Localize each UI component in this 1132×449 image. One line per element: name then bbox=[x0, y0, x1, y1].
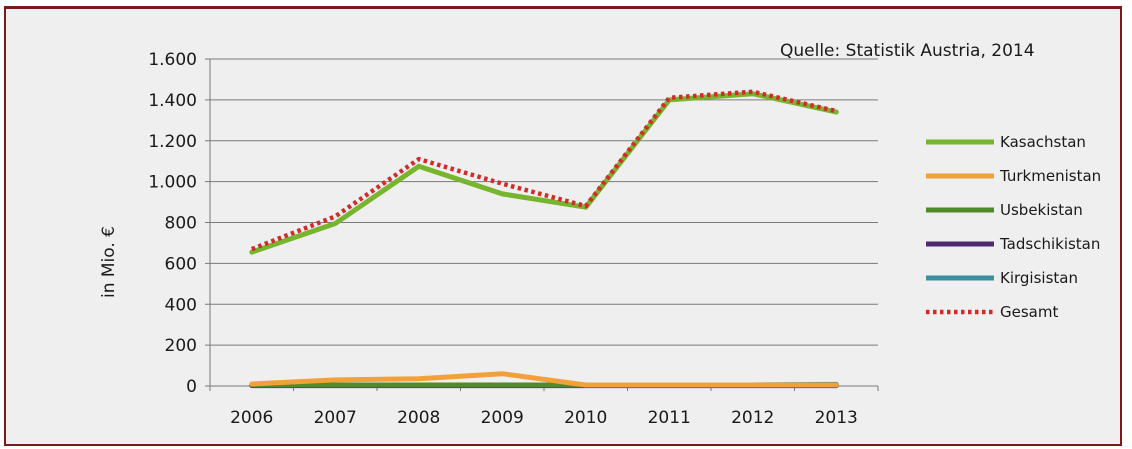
y-tick-label: 800 bbox=[165, 214, 197, 234]
x-tick-label: 2013 bbox=[815, 408, 858, 428]
y-tick-label: 1.000 bbox=[148, 173, 197, 193]
gridlines bbox=[210, 58, 878, 346]
y-tick-label: 1.400 bbox=[148, 91, 197, 111]
line-chart: 0 200 400 600 800 1.000 1.200 1.400 1.600 2006 200… bbox=[99, 41, 1101, 428]
series-line-turkmenistan bbox=[249, 371, 839, 388]
legend-label: Gesamt bbox=[1000, 303, 1058, 321]
y-tick-label: 1.600 bbox=[148, 50, 197, 70]
y-tick-label: 400 bbox=[165, 295, 197, 315]
source-note: Quelle: Statistik Austria, 2014 bbox=[780, 41, 1035, 61]
x-tick-label: 2006 bbox=[230, 408, 273, 428]
series-lines bbox=[249, 89, 839, 389]
x-tick-label: 2011 bbox=[648, 408, 691, 428]
x-tick-label: 2007 bbox=[314, 408, 357, 428]
x-tick-label: 2010 bbox=[564, 408, 607, 428]
legend-label: Kirgisistan bbox=[1000, 269, 1078, 287]
axes bbox=[205, 58, 879, 391]
x-tick-label: 2008 bbox=[397, 408, 440, 428]
legend-label: Turkmenistan bbox=[999, 167, 1101, 185]
legend-label: Kasachstan bbox=[1000, 133, 1086, 151]
legend: Kasachstan Turkmenistan Usbekistan Tadschik… bbox=[926, 133, 1101, 321]
x-tick-label: 2012 bbox=[731, 408, 774, 428]
y-tick-label: 600 bbox=[165, 254, 197, 274]
y-tick-label: 200 bbox=[165, 336, 197, 356]
y-tick-label: 0 bbox=[186, 377, 197, 397]
y-axis-label: in Mio. € bbox=[99, 226, 119, 298]
x-tick-label: 2009 bbox=[481, 408, 524, 428]
legend-label: Usbekistan bbox=[1000, 201, 1083, 219]
y-tick-label: 1.200 bbox=[148, 132, 197, 152]
chart-frame: 0 200 400 600 800 1.000 1.200 1.400 1.600 2006 200… bbox=[4, 6, 1122, 446]
legend-label: Tadschikistan bbox=[999, 235, 1100, 253]
series-line-gesamt bbox=[250, 89, 837, 252]
tick-labels: 0 200 400 600 800 1.000 1.200 1.400 1.600 2006 200… bbox=[148, 50, 858, 428]
series-line-kasachstan bbox=[249, 91, 839, 255]
